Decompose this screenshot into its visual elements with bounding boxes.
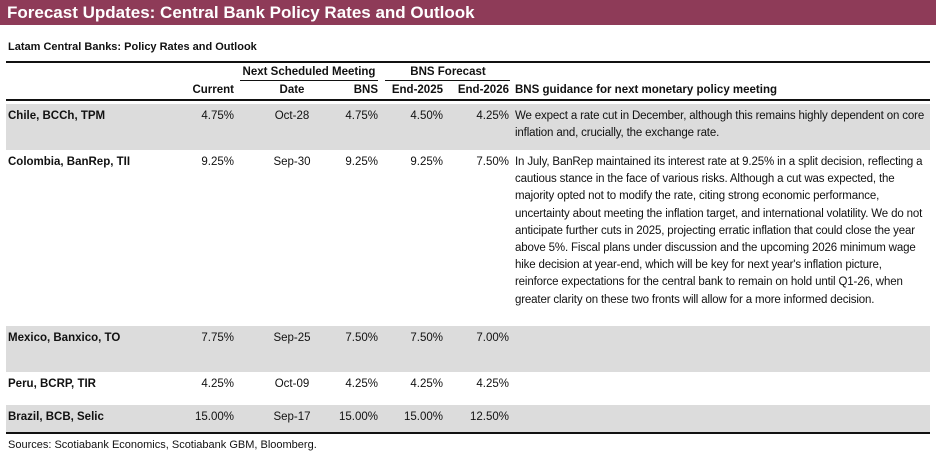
sources: Sources: Scotiabank Economics, Scotiaban… xyxy=(8,439,317,451)
row-background xyxy=(6,326,930,372)
table-bottom-rule xyxy=(6,432,930,434)
guidance-text: In July, BanRep maintained its interest … xyxy=(515,156,923,306)
row-background xyxy=(6,104,930,150)
column-header: Date xyxy=(279,84,305,96)
group-header: BNS Forecast xyxy=(410,66,486,78)
row-background xyxy=(6,405,930,432)
row-label: Mexico, Banxico, TO xyxy=(8,332,121,344)
cell: Oct-09 xyxy=(274,378,310,390)
cell: 7.00% xyxy=(476,332,509,344)
cell: 4.75% xyxy=(201,110,234,122)
cell: Oct-28 xyxy=(274,110,310,122)
header-rule xyxy=(6,99,930,101)
page-title: Forecast Updates: Central Bank Policy Ra… xyxy=(7,3,475,22)
cell: 7.75% xyxy=(201,332,234,344)
cell: 4.25% xyxy=(476,378,509,390)
guidance-text: We expect a rate cut in December, althou… xyxy=(515,110,925,140)
cell: Sep-17 xyxy=(273,411,311,423)
cell: 9.25% xyxy=(201,156,234,168)
group-header: Next Scheduled Meeting xyxy=(242,66,376,78)
row-label: Colombia, BanRep, TII xyxy=(8,156,131,168)
cell: 4.25% xyxy=(345,378,378,390)
row-label: Chile, BCCh, TPM xyxy=(8,110,106,122)
cell: 4.75% xyxy=(345,110,378,122)
cell: 4.25% xyxy=(201,378,234,390)
cell: Sep-30 xyxy=(273,156,311,168)
cell: 4.25% xyxy=(476,110,509,122)
cell: 15.00% xyxy=(338,411,378,423)
cell: 12.50% xyxy=(469,411,509,423)
cell: 7.50% xyxy=(345,332,378,344)
cell: 9.25% xyxy=(410,156,443,168)
cell: 7.50% xyxy=(410,332,443,344)
cell: 9.25% xyxy=(345,156,378,168)
column-header: BNS xyxy=(353,84,378,96)
cell: 7.50% xyxy=(476,156,509,168)
row-label: Brazil, BCB, Selic xyxy=(8,411,104,423)
group-rule xyxy=(385,80,510,81)
table-caption: Latam Central Banks: Policy Rates and Ou… xyxy=(8,41,257,53)
column-header: Current xyxy=(192,84,234,96)
title-bar xyxy=(0,0,936,25)
cell: Sep-25 xyxy=(273,332,311,344)
column-header: End-2025 xyxy=(391,84,443,96)
column-header: End-2026 xyxy=(457,84,509,96)
cell: 4.25% xyxy=(410,378,443,390)
cell: 15.00% xyxy=(403,411,443,423)
column-header: BNS guidance for next monetary policy me… xyxy=(515,84,777,96)
group-rule xyxy=(240,80,378,81)
table-top-rule xyxy=(6,61,930,63)
cell: 15.00% xyxy=(194,411,234,423)
cell: 4.50% xyxy=(410,110,443,122)
row-label: Peru, BCRP, TIR xyxy=(8,378,96,390)
